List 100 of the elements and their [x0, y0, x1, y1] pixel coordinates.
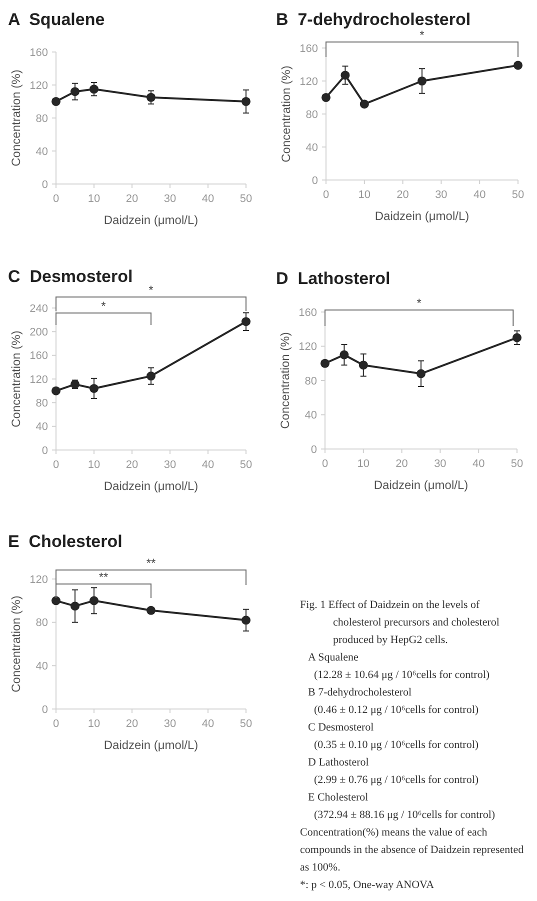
point — [340, 350, 349, 360]
x-axis-title: Daidzein (μmol/L) — [374, 209, 470, 223]
y-axis-title: Concentration (%) — [9, 330, 23, 428]
text: *: p < 0.05, One-way ANOVA — [300, 879, 434, 891]
x-axis-title: Daidzein (μmol/L) — [104, 479, 198, 493]
x-tick-label: 40 — [202, 718, 214, 730]
point — [241, 96, 251, 106]
y-tick-label: 0 — [42, 704, 48, 716]
point — [146, 92, 156, 102]
text: ** — [146, 556, 156, 570]
chart-title: A Squalene — [8, 10, 105, 29]
point — [70, 602, 80, 611]
x-tick-label: 40 — [202, 193, 214, 205]
y-tick-label: 120 — [30, 80, 48, 92]
text: Concentration(%) means the value of each compounds in the absence of Daidzein represented as 100%. — [300, 826, 524, 874]
x-tick-label: 0 — [52, 718, 60, 730]
y-tick-label: 40 — [36, 421, 48, 434]
x-tick-label: 0 — [52, 193, 60, 205]
x-tick-label: 50 — [240, 459, 252, 471]
point — [321, 92, 331, 102]
point — [70, 87, 80, 96]
point — [417, 76, 427, 86]
y-tick-label: 120 — [300, 76, 318, 88]
x-tick-label: 30 — [164, 193, 176, 205]
point — [513, 60, 523, 70]
y-tick-label: 0 — [312, 174, 318, 187]
y-tick-label: 160 — [30, 350, 48, 362]
point — [358, 360, 368, 370]
y-tick-label: 40 — [304, 410, 317, 422]
y-tick-label: 80 — [36, 617, 48, 630]
x-tick-label: 50 — [240, 718, 252, 730]
y-tick-label: 80 — [306, 108, 318, 121]
point — [89, 84, 99, 94]
text: * — [148, 283, 154, 297]
y-axis-title: Concentration (%) — [278, 332, 292, 429]
point — [320, 358, 330, 368]
text: (12.28 ± 10.64 μg / 10⁶cells for control) — [314, 669, 490, 681]
text: A Squalene — [308, 652, 359, 664]
x-axis-title: Daidzein (μmol/L) — [374, 478, 468, 492]
x-tick-label: 40 — [472, 458, 485, 470]
point — [51, 96, 61, 106]
x-tick-label: 0 — [52, 459, 60, 471]
text: (0.46 ± 0.12 μg / 10⁶cells for control) — [314, 704, 479, 716]
y-tick-label: 120 — [298, 341, 317, 354]
y-axis-title: Concentration (%) — [9, 596, 23, 692]
point — [51, 386, 61, 396]
y-tick-label: 160 — [30, 46, 48, 59]
x-tick-label: 20 — [126, 193, 138, 205]
y-tick-label: 80 — [304, 375, 317, 388]
text: D Lathosterol — [308, 756, 369, 768]
y-tick-label: 240 — [30, 302, 48, 315]
text: E Cholesterol — [308, 792, 368, 804]
point — [89, 596, 99, 606]
y-tick-label: 160 — [300, 42, 318, 55]
caption: Fig. 1 Effect of Daidzein on the levels of cholesterol precursors and cholesterol produced by HepG2 cells. — [300, 599, 500, 646]
point — [512, 333, 522, 342]
point — [51, 596, 61, 606]
point — [360, 100, 369, 109]
y-tick-label: 200 — [30, 326, 48, 339]
x-tick-label: 20 — [126, 718, 138, 730]
y-tick-label: 0 — [310, 444, 317, 456]
x-tick-label: 10 — [357, 458, 370, 470]
annotation: * — [101, 299, 106, 313]
x-tick-label: 0 — [322, 458, 328, 470]
y-axis-title: Concentration (%) — [279, 66, 293, 162]
y-tick-label: 80 — [36, 398, 48, 410]
y-tick-label: 0 — [42, 178, 48, 191]
x-tick-label: 50 — [512, 189, 524, 201]
chart-title: D Lathosterol — [276, 269, 390, 288]
x-tick-label: 20 — [396, 458, 408, 470]
x-tick-label: 40 — [473, 189, 486, 201]
annotation: ** — [98, 570, 108, 584]
x-tick-label: 20 — [126, 459, 138, 471]
x-tick-label: 30 — [435, 189, 448, 201]
x-tick-label: 30 — [164, 718, 176, 730]
x-tick-label: 10 — [88, 718, 100, 730]
x-tick-label: 10 — [88, 193, 100, 205]
point — [241, 317, 251, 326]
y-tick-label: 160 — [298, 306, 317, 319]
y-tick-label: 80 — [36, 112, 48, 125]
chart-title: E Cholesterol — [8, 532, 122, 551]
text: C Desmosterol — [308, 722, 374, 734]
x-tick-label: 50 — [240, 193, 252, 205]
x-tick-label: 50 — [510, 458, 524, 470]
x-tick-label: 10 — [358, 189, 371, 201]
y-tick-label: 40 — [36, 146, 48, 158]
point — [416, 369, 426, 378]
text: (372.94 ± 88.16 μg / 10⁶cells for control) — [314, 809, 496, 821]
text: * — [416, 296, 422, 310]
y-tick-label: 40 — [306, 142, 318, 154]
point — [146, 372, 156, 381]
x-tick-label: 30 — [434, 458, 446, 470]
y-axis-title: Concentration (%) — [9, 70, 23, 166]
y-tick-label: 120 — [30, 574, 48, 586]
text: B 7-dehydrocholesterol — [308, 686, 412, 698]
x-axis-title: Daidzein (μmol/L) — [104, 213, 198, 227]
text: (2.99 ± 0.76 μg / 10⁶cells for control) — [314, 774, 479, 786]
point — [89, 384, 99, 393]
x-tick-label: 40 — [202, 459, 214, 471]
x-axis-title: Daidzein (μmol/L) — [104, 738, 198, 752]
